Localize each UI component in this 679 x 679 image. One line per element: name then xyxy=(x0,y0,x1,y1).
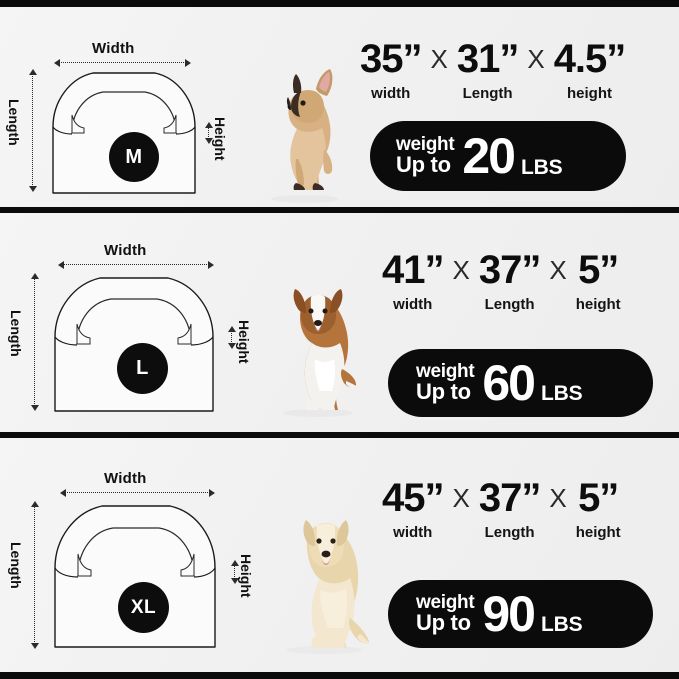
diagram-length-label: Length xyxy=(8,542,24,589)
weight-badge-xl: weight Up to 90 LBS xyxy=(388,580,653,648)
dimension-height: 4.5” height xyxy=(553,37,627,102)
diagram-width-label: Width xyxy=(92,40,135,57)
french-bulldog-illustration xyxy=(271,69,339,203)
diagram-height-label: Height xyxy=(238,554,254,598)
size-code-badge: M xyxy=(109,132,159,182)
diagram-width-label: Width xyxy=(104,470,147,487)
height-value: 5” xyxy=(578,476,619,520)
panel-divider-2 xyxy=(0,432,679,438)
length-label: Length xyxy=(484,296,535,313)
weight-value: 60 xyxy=(482,355,536,411)
separator-x-2: X xyxy=(549,483,567,513)
weight-prefix: Up to xyxy=(396,152,451,178)
weight-text-stack: weight Up to xyxy=(416,361,475,405)
dimension-width: 35” width xyxy=(360,39,422,101)
diagram-length-label: Length xyxy=(8,310,24,357)
weight-word: weight xyxy=(416,361,475,383)
weight-word: weight xyxy=(416,592,475,614)
weight-word: weight xyxy=(396,134,455,156)
length-dimension-arrow xyxy=(28,69,37,192)
bottom-border-bar xyxy=(0,672,679,679)
size-code-badge: XL xyxy=(118,582,169,633)
height-dimension-arrow xyxy=(204,122,213,144)
width-dimension-arrow xyxy=(58,260,214,269)
weight-value: 90 xyxy=(482,586,536,642)
dimensions-row-m: 35” width X 31” Length X 4.5” height xyxy=(360,37,627,102)
dog-photo-m xyxy=(258,63,353,203)
dimension-height: 5” height xyxy=(576,250,621,312)
weight-unit: LBS xyxy=(541,382,583,405)
separator-x-1: X xyxy=(452,483,470,513)
height-label: height xyxy=(575,524,621,541)
width-label: width xyxy=(371,85,411,102)
length-dimension-arrow xyxy=(30,273,39,411)
width-dimension-arrow xyxy=(54,58,191,67)
seat-cover-outline xyxy=(54,505,216,648)
diagram-length-label: Length xyxy=(6,99,22,146)
dimensions-row-l: 41” width X 37” Length X 5” height xyxy=(382,250,621,312)
dog-photo-xl xyxy=(276,486,376,656)
dimension-width: 45” width xyxy=(382,478,444,540)
weight-text-stack: weight Up to xyxy=(416,592,475,636)
diagram-width-label: Width xyxy=(104,242,147,259)
weight-text-stack: weight Up to xyxy=(396,134,455,178)
weight-badge-m: weight Up to 20 LBS xyxy=(370,121,626,191)
weight-unit: LBS xyxy=(521,156,563,179)
length-dimension-arrow xyxy=(30,501,39,649)
weight-unit: LBS xyxy=(541,613,583,636)
length-value: 37” xyxy=(478,476,541,520)
height-label: height xyxy=(575,296,621,313)
size-panel-xl: Width Length xyxy=(0,438,679,672)
size-code-badge: L xyxy=(117,343,168,394)
dimension-height: 5” height xyxy=(576,478,621,540)
length-value: 31” xyxy=(456,37,519,81)
length-label: Length xyxy=(484,524,535,541)
size-panel-m: Width Length xyxy=(0,7,679,207)
separator-x-1: X xyxy=(452,255,470,285)
width-value: 35” xyxy=(360,37,422,81)
height-dimension-arrow xyxy=(230,560,239,584)
separator-x-2: X xyxy=(549,255,567,285)
panel-divider-1 xyxy=(0,207,679,213)
product-diagram-l: Width Length xyxy=(0,213,262,432)
dog-photo-l xyxy=(268,263,368,418)
separator-x-1: X xyxy=(430,44,448,74)
beagle-hound-illustration xyxy=(283,289,356,417)
length-value: 37” xyxy=(478,248,541,292)
width-dimension-arrow xyxy=(60,488,215,497)
width-value: 45” xyxy=(382,476,444,520)
yellow-labrador-illustration xyxy=(286,520,369,654)
weight-value: 20 xyxy=(462,128,516,184)
top-border-bar xyxy=(0,0,679,7)
width-value: 41” xyxy=(382,248,444,292)
dimension-length: 37” Length xyxy=(479,250,541,312)
length-label: Length xyxy=(462,85,513,102)
weight-prefix: Up to xyxy=(416,379,471,405)
weight-badge-l: weight Up to 60 LBS xyxy=(388,349,653,417)
diagram-height-label: Height xyxy=(236,320,252,364)
dimension-length: 31” Length xyxy=(457,39,519,101)
height-value: 4.5” xyxy=(553,37,627,81)
seat-cover-outline xyxy=(54,277,214,412)
product-diagram-xl: Width Length xyxy=(0,438,262,672)
dimension-length: 37” Length xyxy=(479,478,541,540)
size-panel-l: Width Length xyxy=(0,213,679,432)
separator-x-2: X xyxy=(527,44,545,74)
height-value: 5” xyxy=(578,248,619,292)
width-label: width xyxy=(393,296,433,313)
weight-prefix: Up to xyxy=(416,610,471,636)
diagram-height-label: Height xyxy=(212,117,228,161)
width-label: width xyxy=(393,524,433,541)
product-diagram-m: Width Length xyxy=(0,7,262,207)
dimension-width: 41” width xyxy=(382,250,444,312)
dimensions-row-xl: 45” width X 37” Length X 5” height xyxy=(382,478,621,540)
height-dimension-arrow xyxy=(227,326,236,349)
height-label: height xyxy=(566,85,612,102)
